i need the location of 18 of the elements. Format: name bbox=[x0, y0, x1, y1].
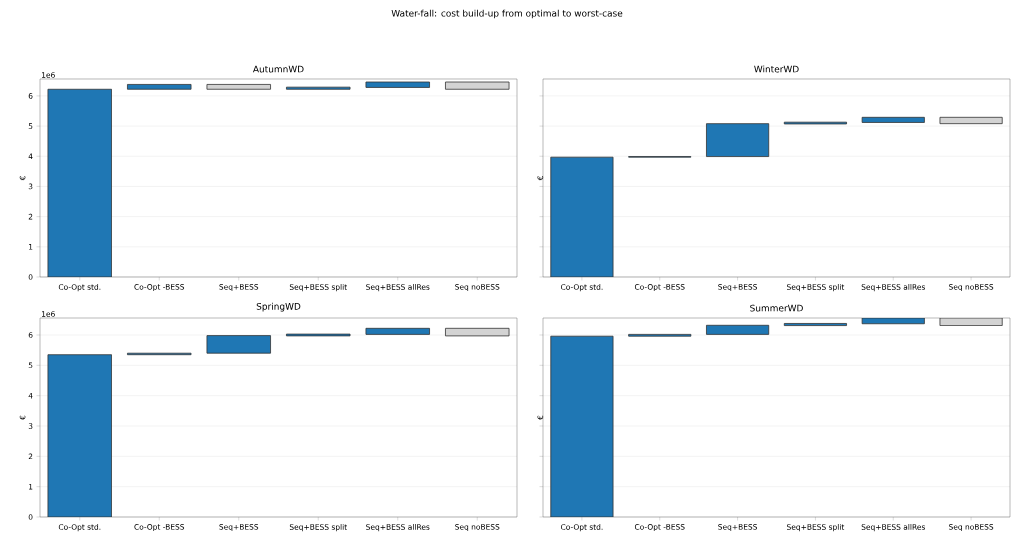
bar bbox=[286, 86, 351, 90]
bar bbox=[861, 116, 925, 123]
bar bbox=[445, 81, 510, 90]
bar bbox=[127, 84, 192, 90]
bar bbox=[706, 324, 770, 335]
bar bbox=[365, 81, 430, 88]
chart-title: AutumnWD bbox=[252, 65, 304, 73]
bar bbox=[783, 323, 847, 326]
text: Water-fall: cost build-up from optimal to worst-case bbox=[391, 9, 623, 19]
bar bbox=[706, 123, 770, 157]
bar bbox=[206, 335, 271, 354]
bar bbox=[365, 327, 430, 335]
bar bbox=[445, 327, 510, 337]
bar bbox=[939, 116, 1003, 125]
bar bbox=[206, 84, 271, 90]
chart-title: SummerWD bbox=[750, 304, 803, 312]
chart-title: SpringWD bbox=[256, 302, 301, 312]
chart-title: WinterWD bbox=[754, 65, 799, 73]
